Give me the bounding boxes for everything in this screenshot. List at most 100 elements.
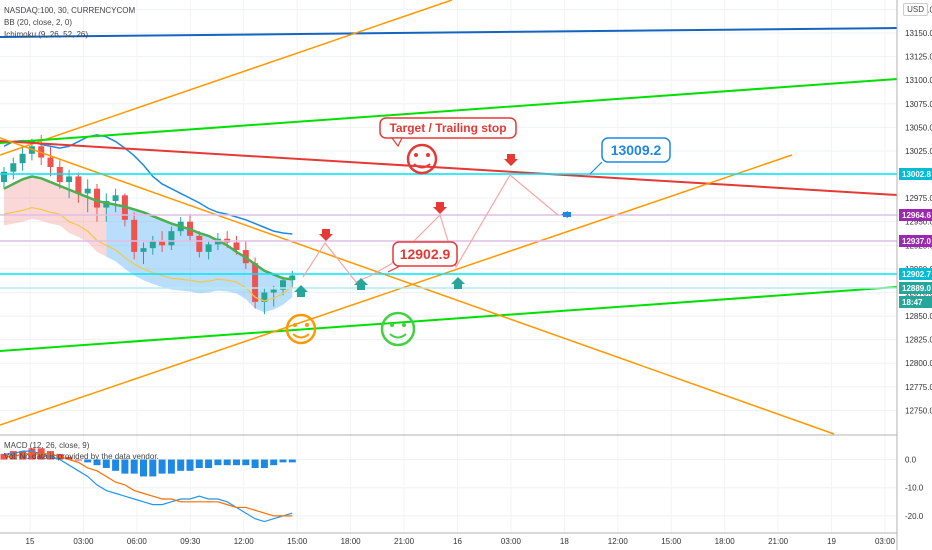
macd-histogram-bar xyxy=(158,459,166,474)
x-tick-label: 03:00 xyxy=(73,537,94,546)
ichimoku-legend[interactable]: Ichimoku (9, 26, 52, 26) xyxy=(4,30,89,39)
x-tick-label: 21:00 xyxy=(394,537,415,546)
label-text: Target / Trailing stop xyxy=(389,121,506,135)
x-tick-label: 03:00 xyxy=(501,537,522,546)
candle-body xyxy=(1,171,7,183)
macd-histogram-bar xyxy=(270,459,278,466)
target-trailing-stop-label: Target / Trailing stop xyxy=(379,117,517,139)
projection-line xyxy=(302,174,559,283)
price-tag-label: 12902.7 xyxy=(902,270,931,279)
price-tag-box xyxy=(899,268,932,280)
y-tick-label: 13025.0 xyxy=(905,147,932,156)
y-tick-label: 13125.0 xyxy=(905,53,932,62)
macd-histogram-bar xyxy=(233,459,240,466)
sell-arrow-icon xyxy=(504,154,518,166)
trendline-orange-up-2 xyxy=(0,154,793,426)
x-tick-label: 18:00 xyxy=(715,537,736,546)
price-tag-label: 12937.0 xyxy=(902,237,931,246)
label-pointer xyxy=(390,137,403,148)
price-tag-box xyxy=(899,282,932,294)
symbol-legend[interactable]: NASDAQ:100, 30, CURRENCYCOM xyxy=(4,6,136,15)
trendline-green-lower xyxy=(0,286,898,352)
macd-histogram-bar xyxy=(102,459,110,468)
price-tag-label: 18:47 xyxy=(902,298,923,307)
candle-body xyxy=(261,292,268,302)
label-box xyxy=(392,241,458,267)
x-tick-label: 18 xyxy=(560,537,569,546)
x-tick-label: 03:00 xyxy=(875,537,896,546)
level-13009-pointer xyxy=(589,161,603,175)
projection-path xyxy=(285,143,571,347)
macd-histogram-bar xyxy=(167,459,175,474)
macd-y-tick-label: 0.0 xyxy=(905,456,917,465)
macd-histogram-bar xyxy=(112,459,120,471)
y-tick-label: 13150.0 xyxy=(905,29,932,38)
candle-body xyxy=(103,200,110,208)
x-tick-label: 19 xyxy=(827,537,836,546)
x-tick-label: 16 xyxy=(453,537,462,546)
left-arrow-icon xyxy=(561,211,571,218)
macd-histogram-bar xyxy=(260,459,268,468)
candle-body xyxy=(252,263,259,302)
y-tick-label: 12850.0 xyxy=(905,312,932,321)
candle-body xyxy=(233,242,240,251)
candle-body xyxy=(270,289,277,293)
y-tick-label: 12825.0 xyxy=(905,336,932,345)
y-tick-label: 12750.0 xyxy=(905,406,932,415)
trend-lines xyxy=(0,0,898,435)
price-tag-box xyxy=(899,168,932,180)
macd-histogram-bar xyxy=(74,459,82,461)
smiley-green-icon xyxy=(380,311,416,347)
candle-body xyxy=(10,163,17,172)
macd-y-tick-label: -20.0 xyxy=(905,512,924,521)
annotation-labels: Target / Trailing stop 13009.2 12902.9 xyxy=(379,117,671,273)
x-tick-label: 12:00 xyxy=(234,537,255,546)
macd-signal-line xyxy=(4,453,293,517)
candle-body xyxy=(140,248,147,252)
y-tick-label: 12975.0 xyxy=(905,194,932,203)
face-eye xyxy=(426,153,430,157)
sell-arrow-icon xyxy=(433,202,447,214)
trendline-red xyxy=(0,140,898,196)
indicator-lines xyxy=(3,134,293,302)
macd-histogram-bar xyxy=(130,459,138,474)
price-tags: 13002.8 12964.6 12937.0 12902.7 12889.0 18:47 xyxy=(899,168,932,308)
price-tag-label: 12964.6 xyxy=(902,211,931,220)
ichimoku-base-line xyxy=(3,175,293,281)
face-outline xyxy=(285,313,317,345)
bb-legend[interactable]: BB (20, close, 2, 0) xyxy=(4,18,73,27)
x-tick-label: 12:00 xyxy=(608,537,629,546)
buy-arrow-icon xyxy=(294,285,308,297)
level-13009-label: 13009.2 xyxy=(601,137,671,163)
price-tag-label: 12889.0 xyxy=(902,284,931,293)
buy-arrow-icon xyxy=(354,278,368,290)
currency-badge[interactable]: USD xyxy=(903,3,928,16)
macd-histogram-bar xyxy=(205,459,213,468)
macd-pane xyxy=(0,448,296,523)
cloud-bearish xyxy=(4,176,107,257)
y-tick-label: 13075.0 xyxy=(905,100,932,109)
vol-legend: Vol: No data is provided by the data ven… xyxy=(4,452,159,461)
candle-body xyxy=(159,240,166,246)
x-tick-label: 06:00 xyxy=(127,537,148,546)
smiley-red-icon xyxy=(406,143,438,175)
macd-histogram-bar xyxy=(9,451,17,460)
trendline-blue xyxy=(0,27,898,38)
y-tick-label: 13100.0 xyxy=(905,76,932,85)
candle-body xyxy=(205,244,212,252)
face-mouth xyxy=(413,163,431,169)
face-mouth xyxy=(292,333,310,339)
macd-line xyxy=(4,450,293,523)
price-tag-box xyxy=(899,209,932,221)
candle-body xyxy=(196,235,203,252)
face-eye xyxy=(402,323,406,327)
macd-legend[interactable]: MACD (12, 26, close, 9) xyxy=(4,441,90,450)
macd-histogram-bar xyxy=(19,451,27,460)
trendline-green-upper xyxy=(0,78,898,144)
face-eye xyxy=(293,323,297,327)
candle-body xyxy=(19,153,26,164)
y-tick-label: 12950.0 xyxy=(905,218,932,227)
macd-histogram-bar xyxy=(279,459,287,463)
face-eye xyxy=(414,153,418,157)
